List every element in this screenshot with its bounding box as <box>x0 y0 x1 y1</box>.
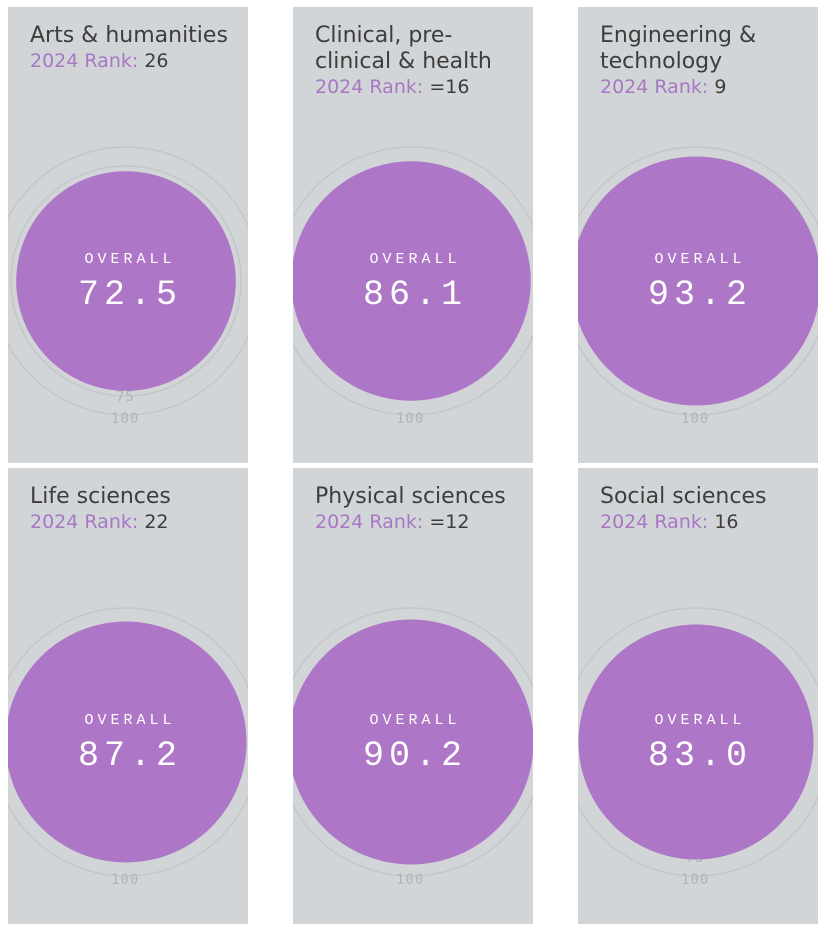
overall-label: OVERALL <box>654 712 746 729</box>
subject-title: Arts & humanities <box>30 23 228 48</box>
subject-title: Social sciences <box>600 484 767 509</box>
overall-score: 87.2 <box>77 736 182 776</box>
rank-line: 2024 Rank: 9 <box>600 75 726 99</box>
rank-label: 2024 Rank: <box>30 50 139 72</box>
score-fill-circle <box>578 156 818 406</box>
subject-card-life-sciences[interactable]: Life sciences 255075100 2024 Rank: 22 OVERA… <box>8 468 248 924</box>
rank-line: 2024 Rank: 16 <box>600 510 739 534</box>
overall-score: 72.5 <box>77 275 182 315</box>
gauge-scale-label: 100 <box>681 411 709 427</box>
overall-score: 93.2 <box>647 275 752 315</box>
subject-card-social-sciences[interactable]: Social sciences 255075100 2024 Rank: 16 OVE… <box>578 468 818 924</box>
overall-score: 86.1 <box>362 275 467 315</box>
rank-line: 2024 Rank: =16 <box>315 75 469 99</box>
rank-value: =16 <box>429 76 470 98</box>
subject-title: Life sciences <box>30 484 171 509</box>
score-fill-circle <box>578 624 814 860</box>
overall-label: OVERALL <box>84 251 176 268</box>
gauge-scale-label: 100 <box>681 872 709 888</box>
gauge-scale-label: 100 <box>111 411 139 427</box>
rank-label: 2024 Rank: <box>600 511 709 533</box>
overall-score: 83.0 <box>647 736 752 776</box>
score-gauge: 255075100 <box>8 146 248 427</box>
score-gauge: 255075100 <box>293 146 533 427</box>
score-gauge: 255075100 <box>578 146 818 427</box>
subject-title: Physical sciences <box>315 484 506 509</box>
rank-value: 22 <box>144 511 169 533</box>
rank-line: 2024 Rank: =12 <box>315 510 469 534</box>
rank-label: 2024 Rank: <box>30 511 139 533</box>
gauge-scale-label: 100 <box>396 411 424 427</box>
score-gauge: 255075100 <box>293 607 533 888</box>
subject-title: Clinical, pre-clinical & health <box>315 23 492 74</box>
rank-label: 2024 Rank: <box>600 76 709 98</box>
overall-label: OVERALL <box>369 251 461 268</box>
score-fill-circle <box>293 161 531 401</box>
score-fill-circle <box>16 171 236 391</box>
gauge-inner-ring <box>10 165 242 397</box>
subject-card-physical-sciences[interactable]: Physical sciences 255075100 2024 Rank: =12… <box>293 468 533 924</box>
gauge-scale-label: 100 <box>396 872 424 888</box>
gauge-scale-label: 75 <box>116 389 135 405</box>
overall-label: OVERALL <box>654 251 746 268</box>
overall-label: OVERALL <box>84 712 176 729</box>
overall-label: OVERALL <box>369 712 461 729</box>
subject-card-engineering-technology[interactable]: Engineering & technology 255075100 2024 Ra… <box>578 7 818 463</box>
score-gauge: 255075100 <box>8 607 248 888</box>
score-gauge: 255075100 <box>578 607 818 888</box>
overall-score: 90.2 <box>362 736 467 776</box>
score-fill-circle <box>293 619 533 865</box>
rank-value: 26 <box>144 50 169 72</box>
score-fill-circle <box>8 621 247 863</box>
rank-value: 16 <box>714 511 739 533</box>
subject-card-clinical-health[interactable]: Clinical, pre-clinical & health 255075100… <box>293 7 533 463</box>
rank-line: 2024 Rank: 22 <box>30 510 169 534</box>
rank-line: 2024 Rank: 26 <box>30 49 169 73</box>
rank-value: 9 <box>714 76 727 98</box>
rank-value: =12 <box>429 511 470 533</box>
rank-label: 2024 Rank: <box>315 511 424 533</box>
rank-label: 2024 Rank: <box>315 76 424 98</box>
gauge-scale-label: 100 <box>111 872 139 888</box>
subject-title: Engineering & technology <box>600 23 757 74</box>
subject-card-arts-humanities[interactable]: Arts & humanities 255075100 2024 Rank: 26 O… <box>8 7 248 463</box>
